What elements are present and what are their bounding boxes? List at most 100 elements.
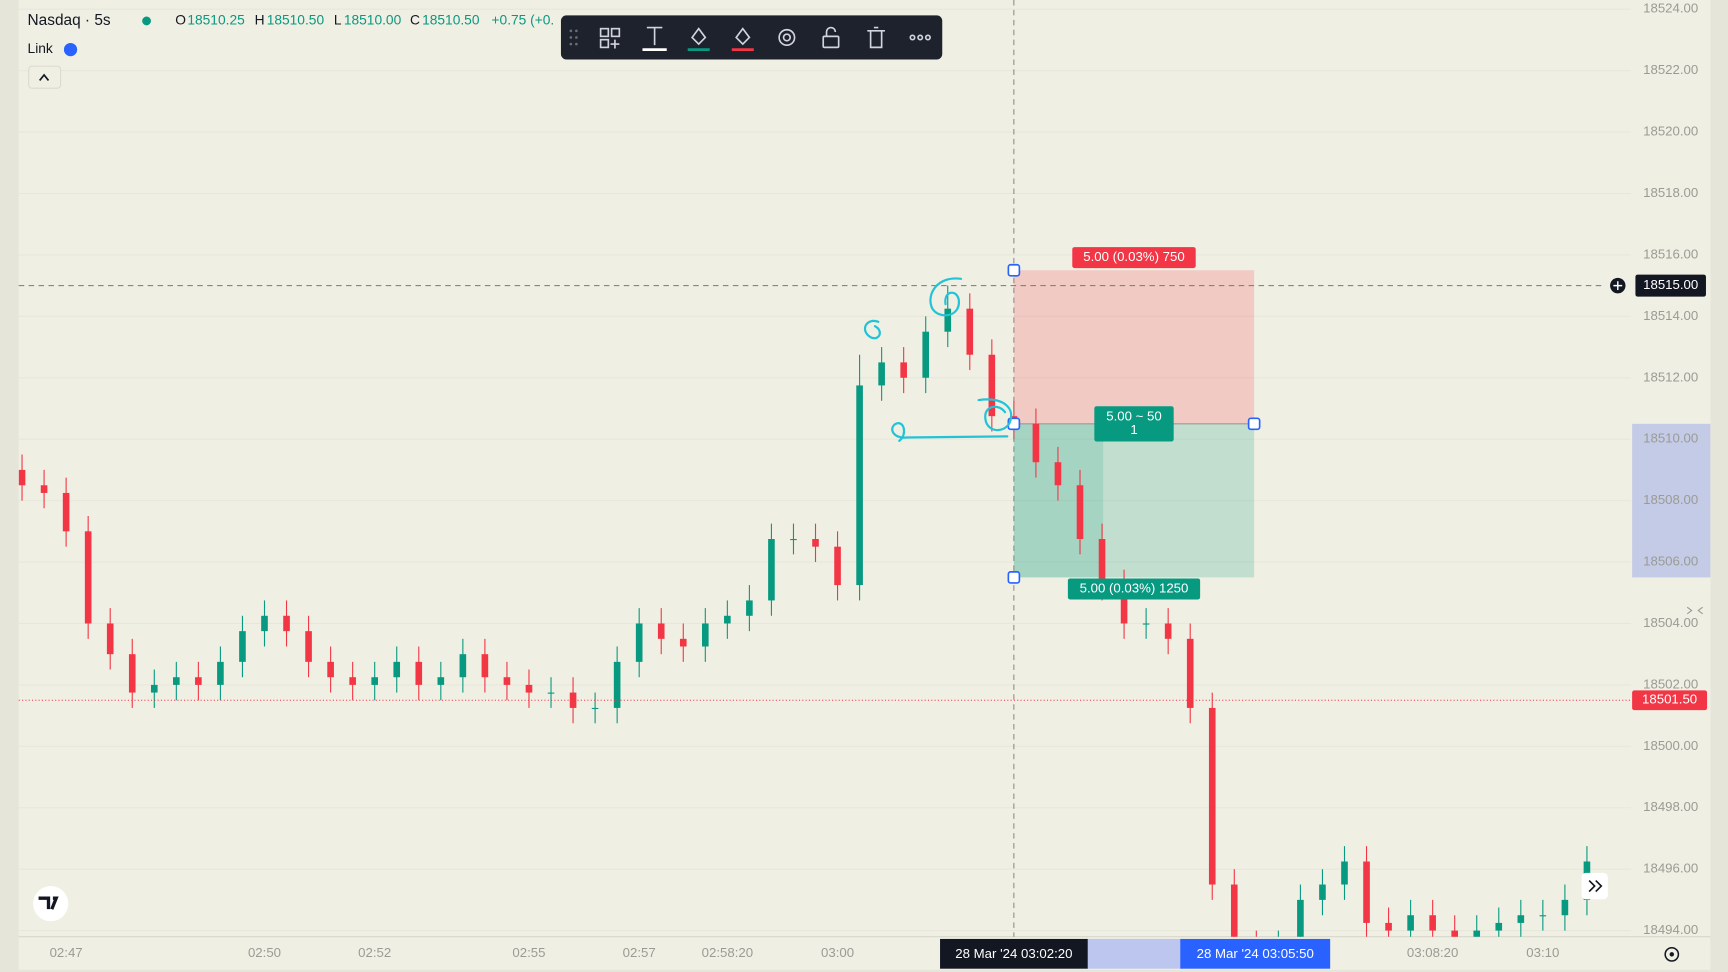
- candle-body: [591, 707, 599, 710]
- target-progress: [1013, 423, 1104, 578]
- candle-body: [702, 623, 709, 647]
- candle-body: [1230, 884, 1238, 937]
- y-tick-label: 18508.00: [1643, 492, 1698, 507]
- y-tick-label: 18520.00: [1643, 124, 1698, 139]
- settings-button[interactable]: [778, 28, 796, 47]
- scroll-to-realtime-button[interactable]: [1581, 872, 1608, 900]
- end-time-label: 28 Mar '24 03:05:50: [1197, 946, 1314, 961]
- candle-body: [1098, 539, 1106, 586]
- candle-body: [481, 654, 489, 678]
- candle-body: [1539, 915, 1547, 917]
- ratio-label: 1: [1130, 422, 1137, 437]
- fill-color-button[interactable]: [687, 27, 710, 51]
- delete-button[interactable]: [867, 26, 885, 49]
- candle-body: [657, 623, 665, 639]
- y-tick-label: 18518.00: [1643, 185, 1698, 200]
- stop-zone: [1013, 270, 1255, 424]
- x-tick-label: 02:55: [512, 945, 545, 960]
- candle-body: [327, 661, 334, 678]
- candle-body: [62, 492, 70, 532]
- axis-settings-button[interactable]: [1664, 946, 1680, 962]
- end-time-box: [1180, 938, 1331, 969]
- target-label-box: [1067, 578, 1201, 600]
- scribble: [977, 398, 1013, 432]
- candle-body: [679, 638, 687, 647]
- candle-layer: [18, 285, 1591, 937]
- candle-body: [1120, 585, 1128, 624]
- chart-background: [18, 0, 1711, 970]
- candle-body: [393, 661, 401, 678]
- target-label: 5.00 (0.03%) 1250: [1080, 580, 1189, 595]
- ohlc-value: 18510.00: [344, 13, 402, 28]
- candle-body: [503, 677, 511, 685]
- ohlc-value: 18510.50: [422, 13, 480, 28]
- symbol: Nasdaq · 5s: [28, 12, 111, 29]
- y-tick-label: 18516.00: [1643, 246, 1698, 261]
- candle-body: [900, 362, 907, 378]
- text-button[interactable]: [642, 26, 667, 51]
- candle-body: [84, 531, 92, 624]
- collapse-icon: [39, 73, 50, 81]
- template-button[interactable]: [599, 27, 621, 49]
- collapse-button[interactable]: [28, 65, 62, 89]
- candle-body: [1054, 462, 1062, 486]
- ohlc-value: 18510.25: [187, 13, 245, 28]
- candle-body: [1032, 423, 1040, 463]
- link-dot[interactable]: [63, 42, 78, 57]
- candle-body: [635, 623, 643, 662]
- y-tick-label: 18506.00: [1643, 554, 1698, 569]
- y-tick-label: 18512.00: [1643, 369, 1698, 384]
- scale-toggle[interactable]: [1686, 606, 1703, 615]
- x-tick-label: 02:52: [358, 945, 391, 960]
- candle-body: [40, 485, 48, 493]
- drawing-annotations: [863, 277, 1013, 442]
- y-tick-label: 18502.00: [1643, 676, 1698, 691]
- y-tick-label: 18522.00: [1643, 62, 1698, 77]
- candle-body: [988, 354, 996, 417]
- candle-body: [812, 539, 819, 547]
- ohlc-key: O: [175, 13, 186, 28]
- candle-body: [1429, 915, 1436, 931]
- stop-color-button[interactable]: [731, 27, 754, 51]
- position-handle: [1247, 417, 1261, 431]
- logo[interactable]: [33, 886, 69, 922]
- candle-body: [371, 677, 378, 685]
- candle-body: [217, 661, 224, 685]
- candle-body: [1076, 485, 1084, 540]
- drag-handle[interactable]: [569, 29, 578, 46]
- y-tick-label: 18504.00: [1643, 615, 1698, 630]
- y-tick-label: 18496.00: [1643, 861, 1698, 876]
- overlay-layer: 18494.00 18496.00 18498.00 18500.00 18502.00…: [18, 0, 1708, 969]
- candle-body: [547, 692, 555, 694]
- y-tick-label: 18514.00: [1643, 308, 1698, 323]
- scribble: [929, 277, 963, 317]
- more-button[interactable]: [909, 34, 931, 41]
- x-tick-label: 03:10: [1526, 945, 1559, 960]
- candle-body: [613, 661, 621, 708]
- crosshair-price-label: 18515.00: [1643, 277, 1698, 292]
- scribble: [891, 422, 1009, 442]
- time-range-highlight: [1085, 938, 1183, 969]
- candle-body: [459, 654, 467, 678]
- candle-body: [878, 362, 885, 386]
- candle-body: [790, 539, 797, 541]
- candle-body: [18, 469, 26, 486]
- ohlc-value: 18510.50: [267, 13, 325, 28]
- last-price-box: [1632, 690, 1708, 711]
- lock-button[interactable]: [822, 26, 840, 49]
- y-tick-label: 18510.00: [1643, 431, 1698, 446]
- candle-body: [1451, 930, 1458, 937]
- candle-body: [261, 615, 268, 632]
- status-dot: [142, 16, 151, 26]
- candle-body: [525, 684, 533, 693]
- candle-body: [1561, 899, 1569, 916]
- x-tick-label: 02:50: [248, 945, 281, 960]
- link-label[interactable]: Link: [28, 41, 53, 56]
- position-layer: [1013, 270, 1711, 578]
- change: +0.75 (+0.: [492, 13, 555, 28]
- candle-body: [1319, 884, 1326, 900]
- candle-body: [239, 631, 246, 662]
- candle-body: [746, 600, 753, 616]
- candle-body: [1341, 861, 1348, 885]
